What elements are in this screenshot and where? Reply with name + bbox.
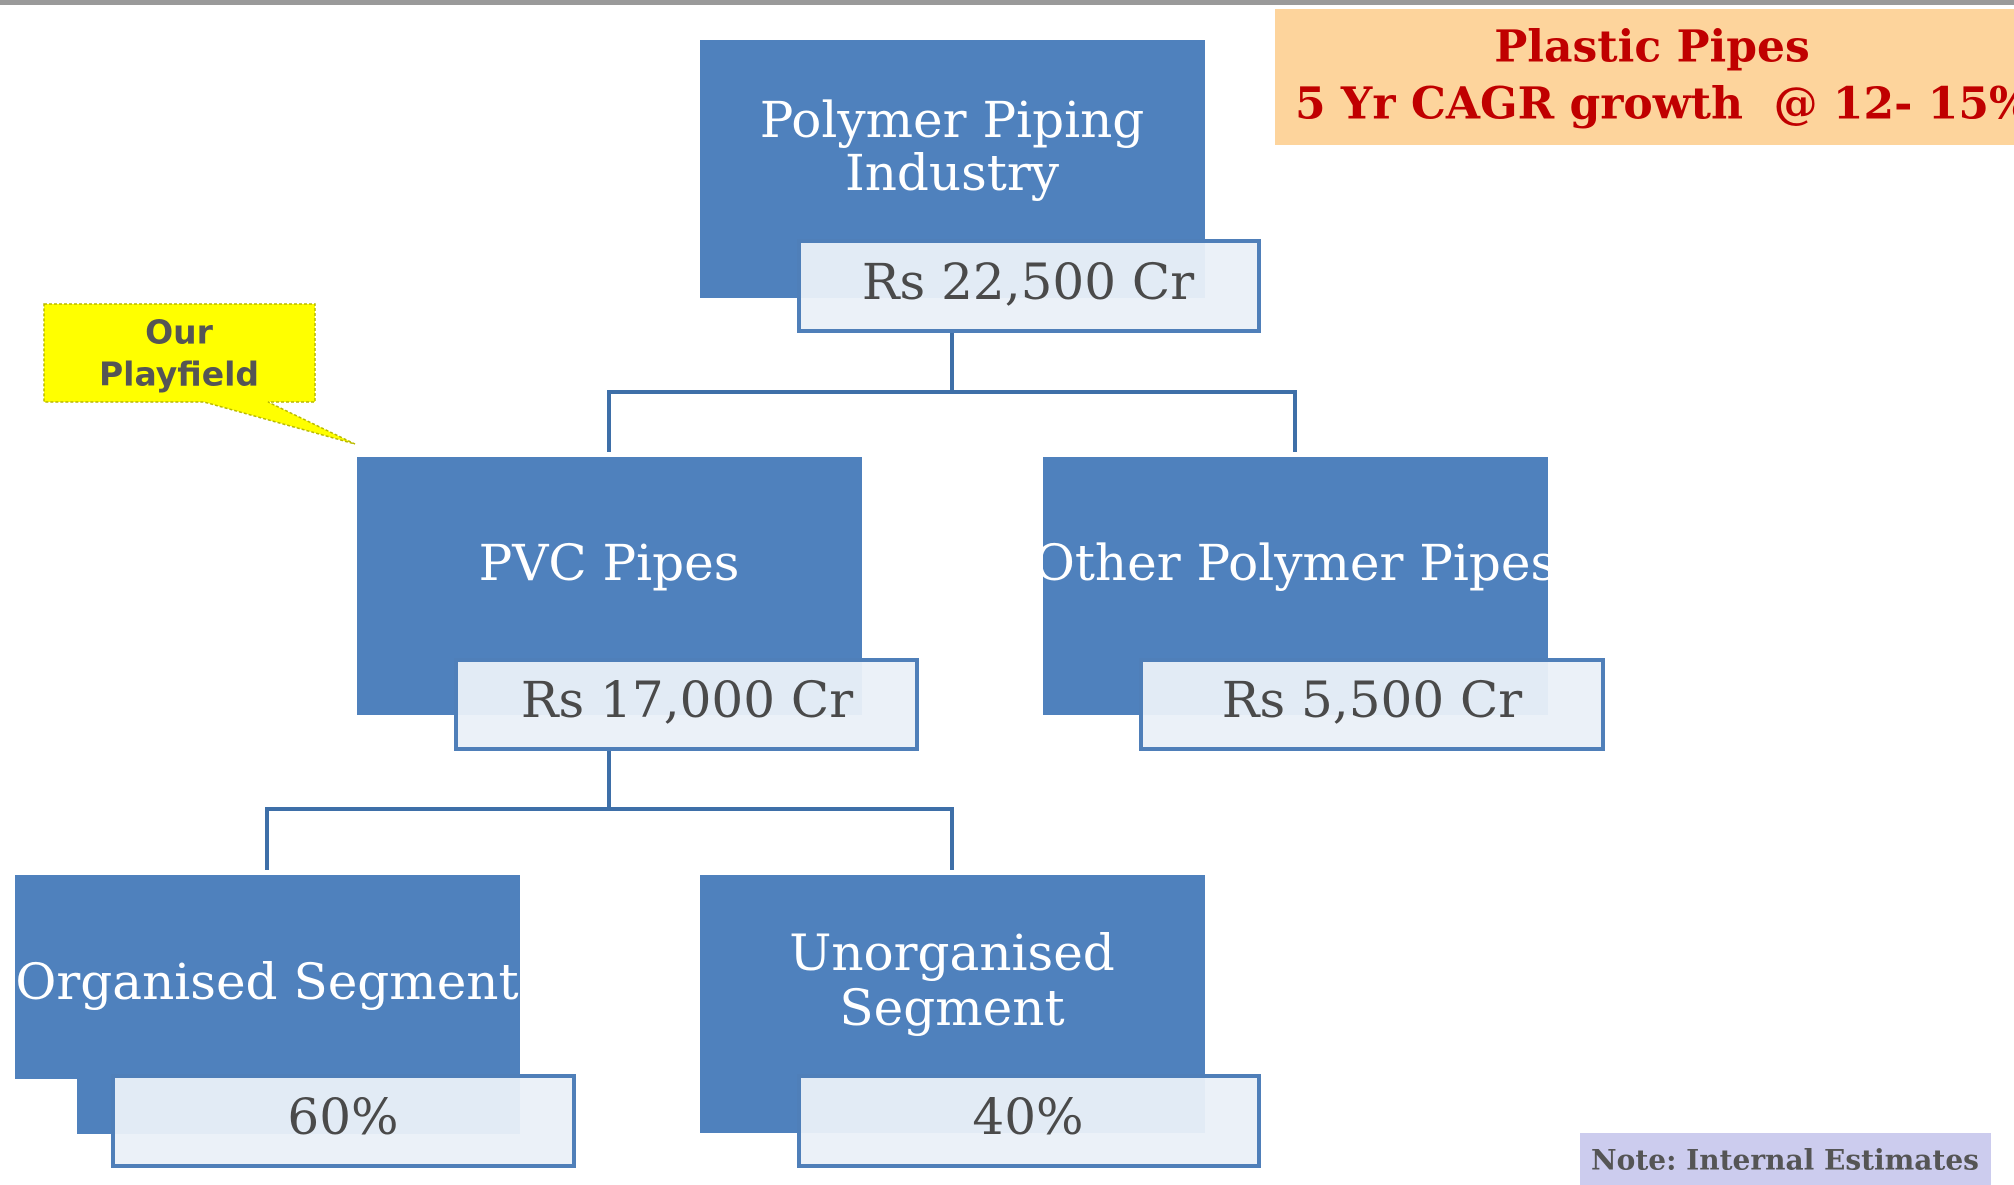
callout-text: Our: [145, 313, 214, 352]
connector: [607, 390, 1297, 452]
header-title: Plastic Pipes: [1494, 22, 1810, 73]
node-value: Rs 22,500 Cr: [862, 253, 1194, 311]
header-subtitle: 5 Yr CAGR growth @ 12- 15%: [1295, 79, 2014, 130]
connector: [265, 807, 954, 870]
node-label: Polymer Piping: [760, 91, 1145, 149]
node-value: Rs 17,000 Cr: [521, 671, 853, 729]
value-box: [111, 1074, 576, 1168]
callout-text: Playfield: [99, 355, 259, 394]
note: Note: Internal Estimates: [1591, 1144, 1979, 1177]
node-label: Industry: [845, 144, 1060, 202]
value-box: [797, 1074, 1261, 1168]
header-box: [1275, 9, 2014, 145]
node-label: Organised Segment: [15, 953, 518, 1011]
node-box: [15, 875, 520, 1079]
node-label: Segment: [839, 979, 1064, 1037]
value-box: [454, 658, 919, 751]
top-bar: [0, 0, 2014, 5]
node-value: 60%: [287, 1088, 398, 1146]
value-box: [1139, 658, 1605, 751]
callout: [43, 303, 356, 445]
node-value: Rs 5,500 Cr: [1222, 671, 1522, 729]
node-label: Other Polymer Pipes: [1034, 534, 1556, 592]
value-box: [797, 239, 1261, 333]
node-value: 40%: [972, 1088, 1083, 1146]
node-label: Unorganised: [789, 924, 1115, 982]
node-label: PVC Pipes: [479, 534, 740, 592]
note-box: [1580, 1133, 1991, 1185]
